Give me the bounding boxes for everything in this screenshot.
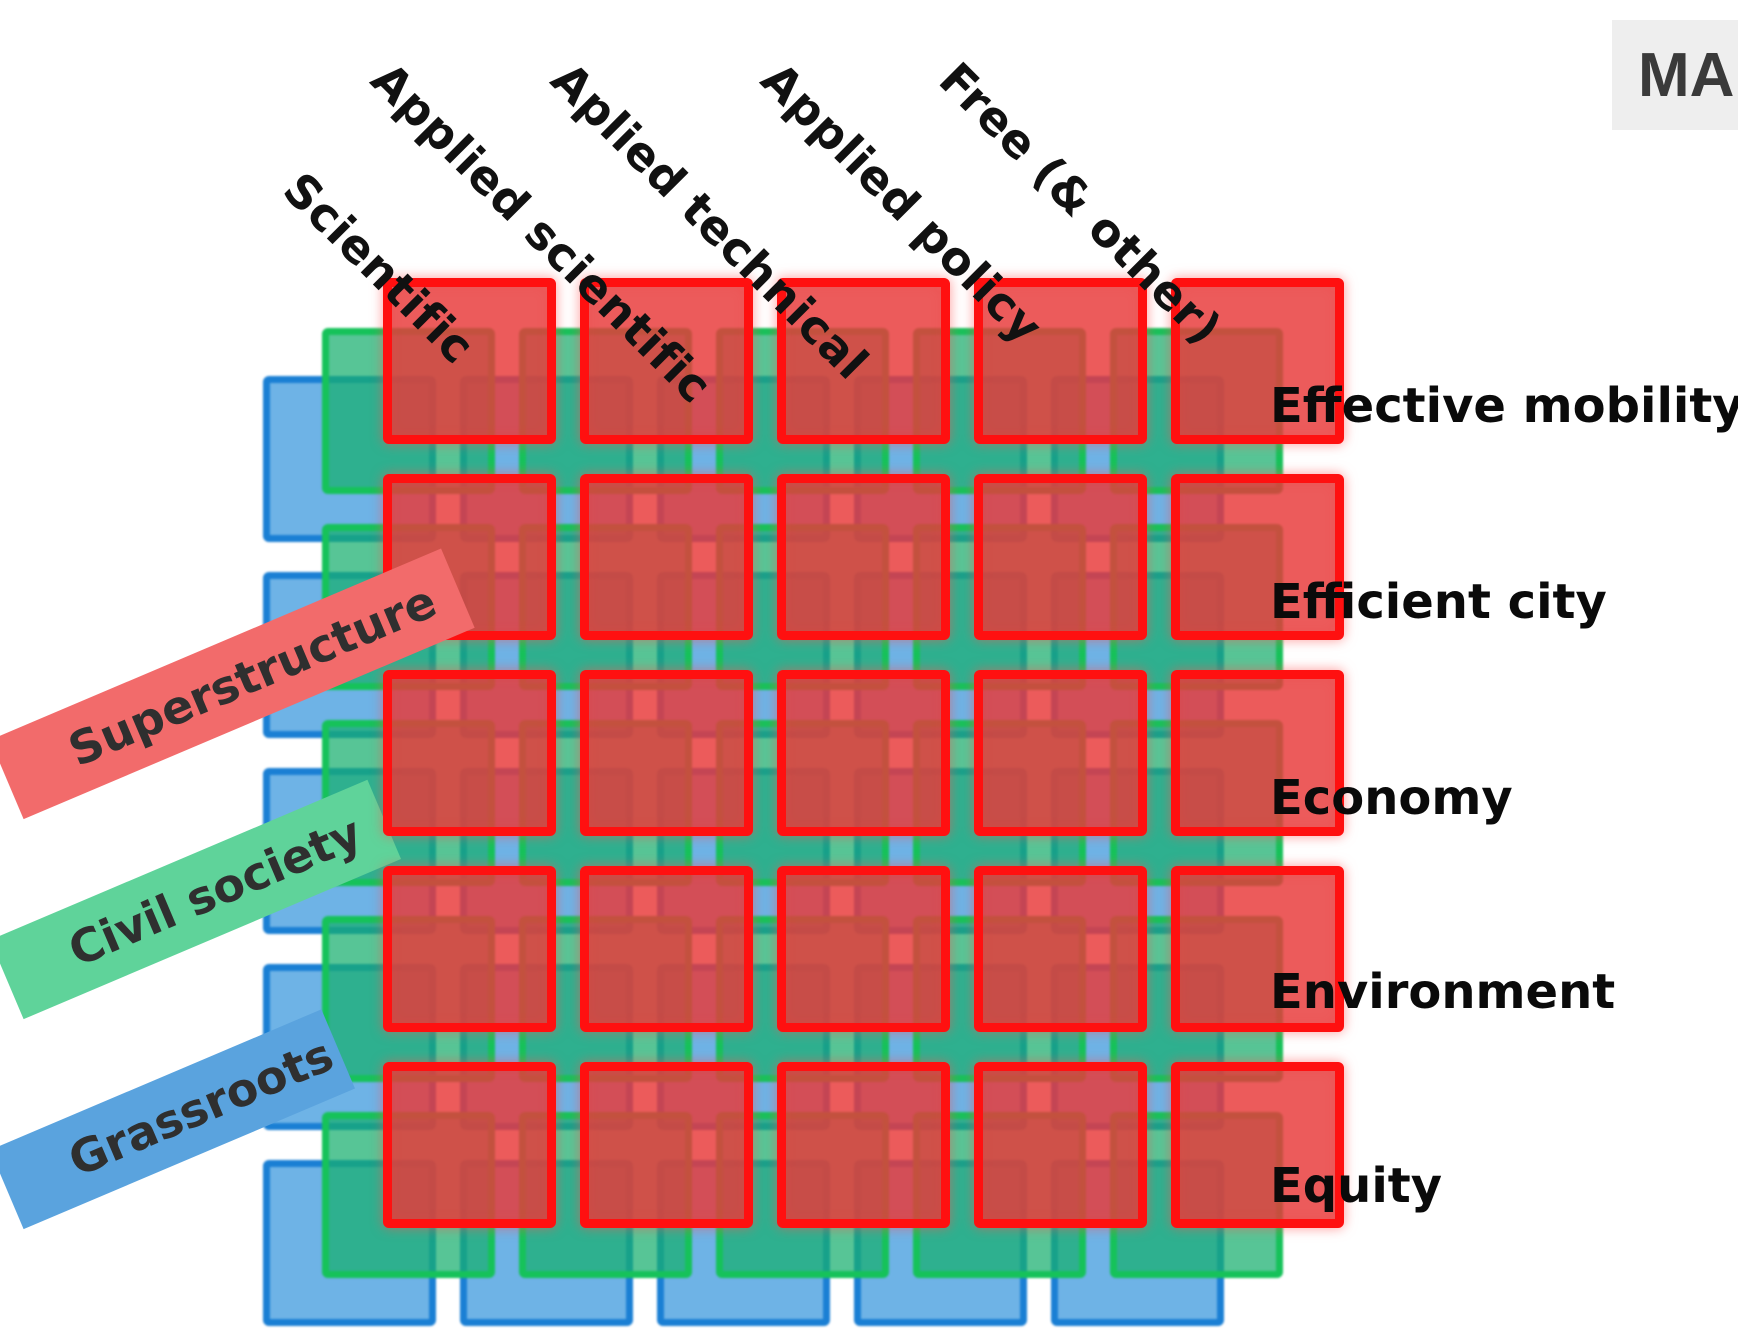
superstructure-cell xyxy=(383,1062,556,1228)
superstructure-cell xyxy=(580,278,753,444)
superstructure-cell xyxy=(383,278,556,444)
superstructure-cell xyxy=(974,670,1147,836)
row-label-effective-mobility: Effective mobility xyxy=(1270,378,1738,434)
row-label-economy: Economy xyxy=(1270,770,1513,826)
superstructure-cell xyxy=(1171,1062,1344,1228)
corner-tag-text: MA xyxy=(1638,40,1735,110)
superstructure-cell xyxy=(974,1062,1147,1228)
row-label-efficient-city: Efficient city xyxy=(1270,574,1607,630)
superstructure-cell xyxy=(383,866,556,1032)
corner-tag: MA xyxy=(1612,20,1738,130)
superstructure-cell xyxy=(777,278,950,444)
row-label-environment: Environment xyxy=(1270,964,1616,1020)
superstructure-cell xyxy=(974,278,1147,444)
superstructure-cell xyxy=(383,670,556,836)
superstructure-cell xyxy=(1171,670,1344,836)
superstructure-cell xyxy=(777,1062,950,1228)
superstructure-cell xyxy=(777,474,950,640)
superstructure-cell xyxy=(777,670,950,836)
superstructure-cell xyxy=(777,866,950,1032)
superstructure-cell xyxy=(1171,866,1344,1032)
superstructure-cell xyxy=(580,866,753,1032)
superstructure-cell xyxy=(580,474,753,640)
superstructure-cell xyxy=(580,670,753,836)
superstructure-cell xyxy=(1171,278,1344,444)
row-label-equity: Equity xyxy=(1270,1158,1443,1214)
superstructure-cell xyxy=(974,474,1147,640)
superstructure-cell xyxy=(974,866,1147,1032)
superstructure-cell xyxy=(580,1062,753,1228)
superstructure-cell xyxy=(1171,474,1344,640)
